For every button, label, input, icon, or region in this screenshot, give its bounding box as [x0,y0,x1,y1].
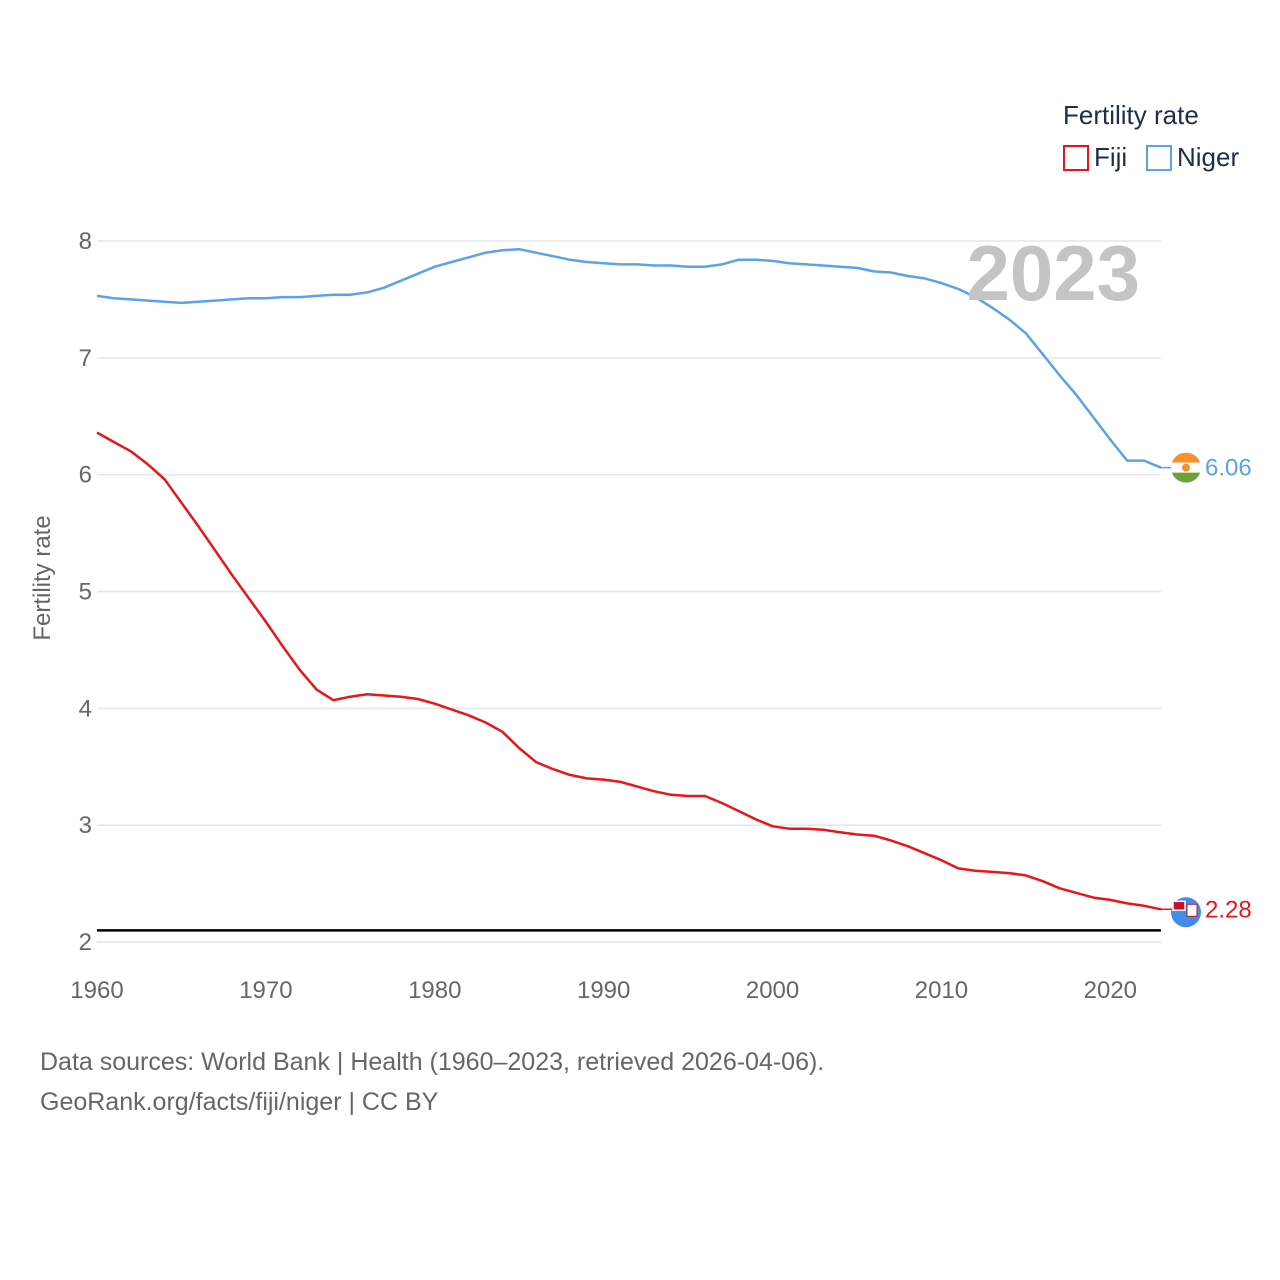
legend-niger-swatch[interactable] [1146,145,1172,171]
footer-sources: Data sources: World Bank | Health (1960–… [40,1048,825,1076]
end-marker-fiji: 2.28 [1161,896,1252,928]
y-tick-label-6: 6 [79,462,92,489]
footer-link[interactable]: GeoRank.org/facts/fiji/niger | CC BY [40,1088,439,1116]
x-tick-label-1970: 1970 [239,977,292,1004]
x-tick-label-1960: 1960 [70,977,123,1004]
series-line-niger [96,247,1162,469]
end-value-label-fiji: 2.28 [1205,896,1252,923]
x-tick-label-2000: 2000 [746,977,799,1004]
flag-band-bottom [1171,472,1201,483]
flag-band-top [1171,452,1201,463]
legend-fiji-label[interactable]: Fiji [1094,142,1127,172]
end-markers: 2.28 6.06 [1161,452,1252,928]
y-tick-label-2: 2 [79,929,92,956]
legend: Fertility rate Fiji Niger [1063,100,1239,172]
y-tick-label-5: 5 [79,579,92,606]
flag-union-jack [1172,900,1186,912]
x-tick-label-1980: 1980 [408,977,461,1004]
end-value-label-niger: 6.06 [1205,455,1252,482]
y-tick-label-8: 8 [79,228,92,255]
y-tick-label-7: 7 [79,345,92,372]
legend-niger-label[interactable]: Niger [1177,142,1239,172]
y-tick-label-4: 4 [79,695,92,722]
series-lines [96,247,1162,911]
grid [97,240,1161,943]
y-axis-ticks: 2 3 4 5 6 7 8 [79,228,92,956]
footer: Data sources: World Bank | Health (1960–… [40,1042,824,1122]
niger-flag-icon [1171,452,1201,483]
x-tick-label-1990: 1990 [577,977,630,1004]
flag-sun [1182,463,1190,472]
year-label: 2023 [966,229,1140,317]
fiji-flag-icon [1171,897,1201,928]
x-tick-label-2010: 2010 [915,977,968,1004]
series-line-fiji [96,431,1162,911]
y-axis-title: Fertility rate [29,515,56,640]
flag-shield [1186,903,1198,917]
x-tick-label-2020: 2020 [1084,977,1137,1004]
y-tick-label-3: 3 [79,812,92,839]
end-marker-niger: 6.06 [1161,452,1252,483]
legend-fiji-swatch[interactable] [1063,145,1089,171]
x-axis-ticks: 1960 1970 1980 1990 2000 2010 2020 [70,977,1137,1004]
legend-title: Fertility rate [1063,100,1199,130]
